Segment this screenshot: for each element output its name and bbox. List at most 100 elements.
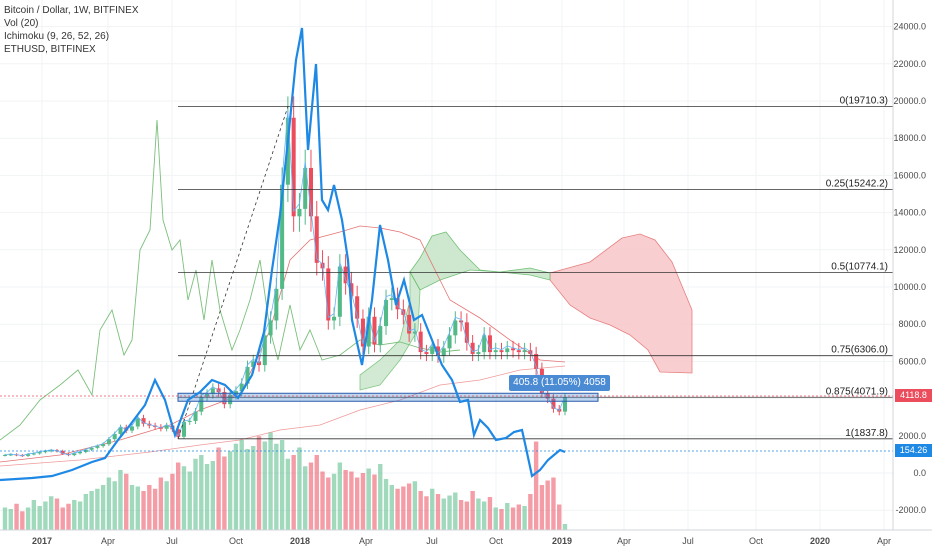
time-axis-label: Oct xyxy=(749,536,764,546)
time-axis-label: 2020 xyxy=(810,536,830,546)
candle-body xyxy=(262,335,267,366)
price-axis-label: 12000.0 xyxy=(893,245,926,255)
candle-body xyxy=(482,335,487,353)
candle-body xyxy=(562,397,568,412)
volume-bar xyxy=(14,503,19,530)
candle-body xyxy=(378,326,383,345)
legend-compare[interactable]: ETHUSD, BITFINEX xyxy=(4,44,96,55)
volume-bar xyxy=(245,449,250,530)
volume-bar xyxy=(31,500,37,530)
volume-bar xyxy=(505,503,510,530)
volume-bar xyxy=(360,473,366,530)
volume-bar xyxy=(158,477,164,530)
price-axis-label: 18000.0 xyxy=(893,133,926,143)
volume-bar xyxy=(516,504,522,530)
volume-bar xyxy=(48,496,54,530)
candle-body xyxy=(112,433,117,440)
candle-body xyxy=(72,453,77,456)
legend-ichimoku[interactable]: Ichimoku (9, 26, 52, 26) xyxy=(4,31,110,42)
volume-bar xyxy=(239,440,244,530)
measure-tool-label[interactable]: 405.8 (11.05%) 4058 xyxy=(509,375,610,391)
candle-body xyxy=(43,451,48,453)
candle-body xyxy=(239,383,244,392)
volume-bar xyxy=(389,485,394,530)
price-axis-label: 16000.0 xyxy=(893,170,926,180)
volume-bar xyxy=(372,474,377,530)
fib-zone-box xyxy=(177,392,599,402)
time-axis-label: Oct xyxy=(489,536,504,546)
candle-body xyxy=(337,266,342,317)
candle-body xyxy=(26,454,31,456)
price-axis-label: 10000.0 xyxy=(893,282,926,292)
candle-body xyxy=(141,418,146,424)
candle-body xyxy=(470,342,475,354)
volume-bar xyxy=(181,466,187,530)
volume-bar xyxy=(95,488,100,530)
time-axis-label: 2018 xyxy=(290,536,310,546)
volume-bar xyxy=(464,501,470,530)
volume-bar xyxy=(164,481,169,530)
time-axis-label: Jul xyxy=(682,536,694,546)
candle-body xyxy=(435,346,441,356)
candle-body xyxy=(430,346,435,354)
candle-body xyxy=(464,322,469,343)
candle-body xyxy=(332,316,337,321)
candle-body xyxy=(389,298,394,301)
candle-body xyxy=(441,348,446,356)
candle-body xyxy=(418,331,423,353)
candle-body xyxy=(89,447,94,450)
volume-bar xyxy=(204,464,210,530)
price-axis-label: 14000.0 xyxy=(893,208,926,218)
volume-bar xyxy=(366,468,371,530)
candle-body xyxy=(222,392,227,405)
ichimoku-cloud-bull xyxy=(409,231,551,291)
volume-bar xyxy=(66,503,71,530)
volume-bar xyxy=(124,473,129,530)
candle-body xyxy=(228,394,233,405)
volume-bar xyxy=(279,440,285,530)
volume-bar xyxy=(25,507,31,530)
legend-symbol[interactable]: Bitcoin / Dollar, 1W, BITFINEX xyxy=(4,5,139,16)
chart-legend: Bitcoin / Dollar, 1W, BITFINEX Vol (20) … xyxy=(4,4,138,56)
volume-bar xyxy=(297,447,302,530)
volume-bar xyxy=(349,471,354,530)
candle-body xyxy=(2,454,8,456)
volume-bar xyxy=(418,491,423,530)
volume-bar xyxy=(383,479,389,530)
volume-bar xyxy=(54,498,60,530)
price-axis-label: 8000.0 xyxy=(898,319,926,329)
legend-volume[interactable]: Vol (20) xyxy=(4,18,39,29)
candle-body xyxy=(251,361,256,367)
candle-body xyxy=(101,444,106,447)
volume-bar xyxy=(510,507,516,530)
trend-dashed-line xyxy=(177,106,289,439)
candle-body xyxy=(78,451,83,454)
time-axis-label: Jul xyxy=(166,536,178,546)
volume-bar xyxy=(562,524,568,530)
volume-bar xyxy=(83,494,89,530)
candle-body xyxy=(268,320,273,336)
ichimoku-cloud-bear xyxy=(549,233,693,374)
candle-body xyxy=(499,350,504,353)
volume-bar xyxy=(291,455,296,530)
volume-bar xyxy=(77,501,83,530)
candle-body xyxy=(297,208,302,217)
volume-bar xyxy=(337,462,343,530)
price-axis-label: 2000.0 xyxy=(898,431,926,441)
volume-bar xyxy=(326,477,331,530)
volume-bar xyxy=(493,507,498,530)
volume-bar xyxy=(20,511,25,530)
volume-bar xyxy=(147,485,152,530)
volume-bar xyxy=(378,464,383,530)
candle-body xyxy=(118,427,123,434)
volume-bar xyxy=(176,462,181,530)
ichimoku-span-b xyxy=(0,365,566,467)
time-axis-label: Apr xyxy=(359,536,373,546)
price-axis-label: 0.0 xyxy=(913,468,926,478)
volume-bar xyxy=(401,486,406,530)
volume-bar xyxy=(170,473,175,530)
volume-bar xyxy=(89,491,94,530)
candle-body xyxy=(447,335,452,349)
fib-level-label: 0.75(6306.0) xyxy=(831,345,888,356)
